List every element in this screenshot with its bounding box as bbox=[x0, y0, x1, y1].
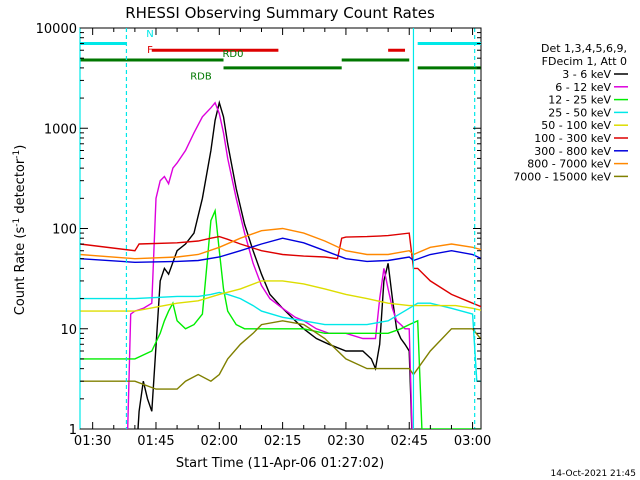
series-line-8 bbox=[80, 320, 481, 390]
x-tick-label-1: 01:45 bbox=[137, 434, 174, 449]
y-label-sup1: -1 bbox=[12, 218, 22, 227]
series-line-4 bbox=[80, 280, 481, 312]
x-tick-label-3: 02:15 bbox=[264, 434, 301, 449]
flag-label-n: N bbox=[146, 29, 153, 40]
legend-label-4: 50 - 100 keV bbox=[541, 119, 611, 132]
legend-label-1: 6 - 12 keV bbox=[555, 81, 611, 94]
y-label-main: Count Rate (s bbox=[13, 227, 28, 316]
flags-layer bbox=[80, 42, 481, 70]
series-line-2 bbox=[80, 208, 481, 429]
legend: Det 1,3,4,5,6,9,FDecim 1, Att 03 - 6 keV… bbox=[513, 42, 628, 183]
y-tick-label-3: 1000 bbox=[44, 122, 77, 137]
footer-timestamp: 14-Oct-2021 21:45 bbox=[551, 469, 636, 479]
legend-label-7: 800 - 7000 keV bbox=[527, 158, 611, 171]
flag-label-rd0: RD0 bbox=[222, 49, 243, 60]
x-tick-label-0: 01:30 bbox=[74, 434, 111, 449]
legend-label-5: 100 - 300 keV bbox=[534, 132, 611, 145]
series-layer bbox=[80, 99, 481, 429]
y-label-mid: detector bbox=[13, 158, 28, 218]
y-tick-label-2: 100 bbox=[52, 223, 77, 238]
legend-label-6: 300 - 800 keV bbox=[534, 145, 611, 158]
axes-layer: NF RD0 RDB 01:30 01:45 02:00 02:15 02:30 02:45 03… bbox=[36, 22, 492, 449]
flag-label-rdb: RDB bbox=[190, 72, 212, 83]
chart-title: RHESSI Observing Summary Count Rates bbox=[125, 4, 435, 22]
series-line-5 bbox=[80, 232, 481, 308]
x-tick-label-4: 02:30 bbox=[327, 434, 364, 449]
legend-header-1: FDecim 1, Att 0 bbox=[542, 55, 627, 68]
legend-label-0: 3 - 6 keV bbox=[562, 68, 611, 81]
x-tick-label-5: 02:45 bbox=[391, 434, 428, 449]
legend-label-3: 25 - 50 keV bbox=[548, 106, 611, 119]
y-tick-label-1: 10 bbox=[60, 323, 77, 338]
legend-label-8: 7000 - 15000 keV bbox=[513, 170, 611, 183]
series-line-6 bbox=[80, 237, 481, 264]
y-label-sup2: -1 bbox=[12, 150, 22, 159]
y-tick-label-4: 10000 bbox=[36, 22, 77, 37]
flag-label-f: F bbox=[147, 45, 153, 56]
x-tick-label-2: 02:00 bbox=[201, 434, 238, 449]
y-axis-label: Count Rate (s-1 detector-1) bbox=[12, 145, 28, 316]
x-tick-label-6: 03:00 bbox=[454, 434, 491, 449]
series-line-1 bbox=[127, 101, 413, 429]
y-label-end: ) bbox=[13, 145, 28, 150]
y-tick-label-0: 1 bbox=[69, 423, 77, 438]
series-line-0 bbox=[137, 99, 413, 429]
x-axis-label: Start Time (11-Apr-06 01:27:02) bbox=[176, 456, 384, 471]
legend-label-2: 12 - 25 keV bbox=[548, 94, 611, 107]
legend-header-0: Det 1,3,4,5,6,9, bbox=[541, 42, 627, 55]
series-line-7 bbox=[80, 227, 481, 260]
